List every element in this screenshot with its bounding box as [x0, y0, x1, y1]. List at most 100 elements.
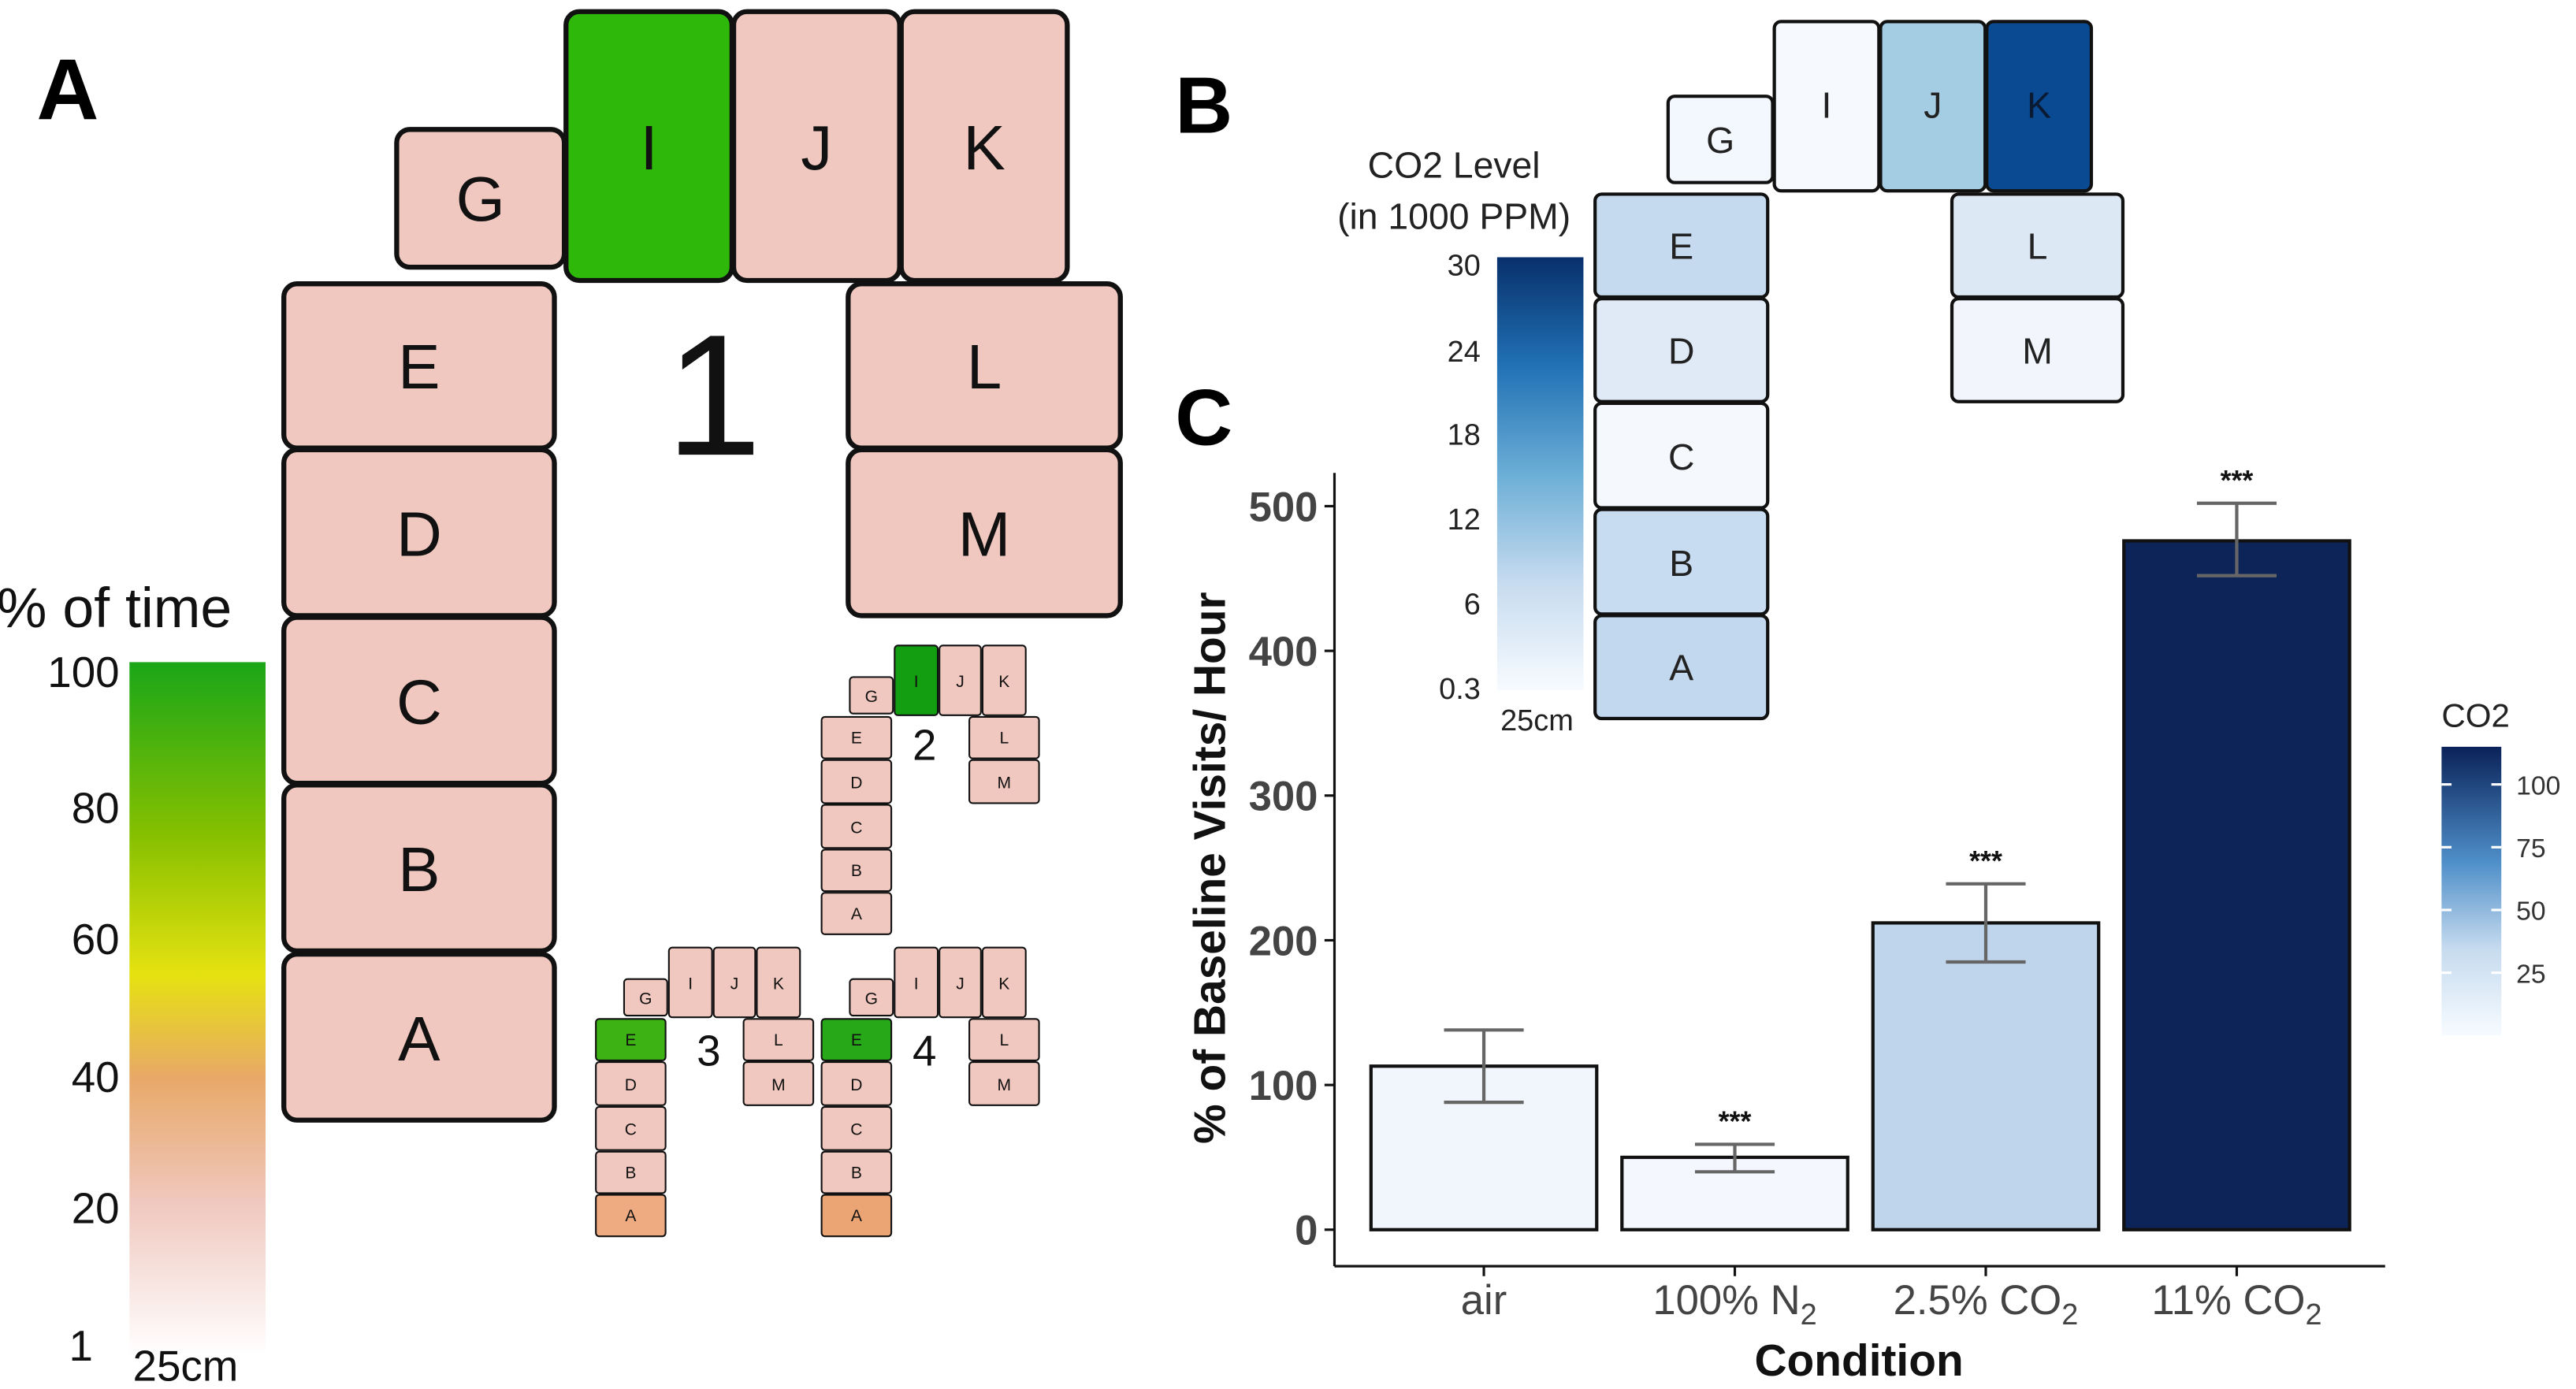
svg-text:K: K — [998, 975, 1009, 993]
maze-3-tile-c: C — [595, 1105, 667, 1151]
co2-maze-tile-b: B — [1593, 507, 1770, 616]
co2-maze-tile-a: A — [1593, 614, 1770, 721]
co2-maze-tile-k: K — [1985, 20, 2094, 193]
co2-legend-title: CO2 — [2441, 697, 2510, 734]
time-legend: % of time 100 80 60 40 20 1 25cm — [0, 577, 266, 1389]
svg-text:M: M — [998, 1076, 1012, 1094]
maze-2-tile-l: L — [968, 715, 1040, 759]
svg-text:J: J — [956, 673, 965, 691]
svg-text:C: C — [850, 819, 862, 837]
svg-text:D: D — [850, 774, 862, 793]
maze-2-tile-e: E — [820, 715, 893, 759]
svg-text:E: E — [398, 332, 440, 402]
co2-legend-tick-label: 100 — [2516, 771, 2560, 800]
co2-legend-ticks: 25 50 75 100 — [2441, 771, 2560, 989]
time-legend-tick-60: 60 — [72, 915, 120, 964]
svg-text:E: E — [1669, 226, 1693, 267]
co2-level-legend: CO2 Level (in 1000 PPM) 30 24 18 12 6 0.… — [1337, 144, 1584, 737]
maze-4-tile-k: K — [981, 946, 1027, 1019]
co2-maze-tile-g: G — [1666, 95, 1775, 184]
svg-text:C: C — [1668, 436, 1694, 477]
svg-text:K: K — [773, 975, 784, 993]
svg-text:L: L — [774, 1031, 783, 1049]
svg-text:G: G — [865, 688, 878, 706]
co2-maze: G I J K E D C B A L M — [1593, 20, 2125, 721]
y-tick-label: 300 — [1249, 774, 1318, 820]
maze-1: G I J K E D C B A L M 1 — [281, 9, 1123, 1123]
maze-1-number: 1 — [666, 299, 762, 492]
svg-text:G: G — [456, 164, 505, 234]
co2-maze-tile-m: M — [1950, 297, 2125, 403]
svg-text:I: I — [914, 673, 919, 691]
co2-legend-tick-label: 50 — [2516, 897, 2545, 927]
x-tick-label: 11% CO2 — [2151, 1277, 2321, 1331]
y-tick-label: 400 — [1249, 629, 1318, 675]
co2-maze-tile-c: C — [1593, 401, 1770, 510]
significance-label: *** — [1969, 845, 2002, 877]
svg-text:J: J — [956, 975, 965, 993]
co2-maze-tile-j: J — [1879, 20, 1987, 193]
x-tick-label: air — [1461, 1277, 1507, 1324]
svg-text:A: A — [625, 1207, 636, 1225]
maze-1-tile-a: A — [281, 951, 557, 1123]
svg-text:E: E — [851, 730, 862, 748]
bar-chart-plot: 0 100 200 300 400 500 air *** 100% N2 *** 2.5% CO2… — [1249, 465, 2385, 1331]
y-tick-label: 200 — [1249, 918, 1318, 964]
co2-maze-tile-e: E — [1593, 192, 1770, 299]
maze-2-tile-a: A — [820, 892, 893, 935]
svg-text:A: A — [851, 905, 862, 923]
maze-3-tile-i: I — [667, 946, 713, 1019]
svg-text:K: K — [963, 113, 1005, 183]
maze-4-tile-b: B — [820, 1150, 893, 1194]
svg-text:B: B — [625, 1164, 636, 1182]
svg-text:I: I — [914, 975, 919, 993]
y-axis-title: % of Baseline Visits/ Hour — [1185, 592, 1235, 1143]
svg-text:B: B — [851, 862, 862, 880]
panel-b: B CO2 Level (in 1000 PPM) 30 24 18 12 6 … — [1175, 20, 2125, 737]
maze-3-tile-k: K — [756, 946, 801, 1019]
svg-text:G: G — [865, 990, 878, 1008]
svg-text:L: L — [967, 332, 1002, 402]
maze-2-tile-b: B — [820, 849, 893, 893]
x-axis-title: Condition — [1754, 1336, 1963, 1386]
maze-4-tile-m: M — [968, 1060, 1040, 1106]
time-legend-colorbar — [129, 662, 266, 1356]
maze-2-number: 2 — [913, 721, 936, 770]
maze-4-tile-l: L — [968, 1018, 1040, 1061]
maze-3-tile-g: G — [623, 978, 668, 1017]
y-tick-label: 0 — [1295, 1208, 1318, 1254]
svg-text:M: M — [998, 774, 1012, 793]
maze-4-tile-i: I — [894, 946, 939, 1019]
svg-text:C: C — [625, 1121, 637, 1139]
maze-3-number: 3 — [697, 1026, 720, 1075]
maze-1-tile-b: B — [281, 782, 557, 954]
svg-text:J: J — [801, 113, 832, 183]
svg-text:M: M — [958, 500, 1011, 570]
maze-1-tile-e: E — [281, 281, 557, 451]
maze-1-tile-d: D — [281, 447, 557, 618]
time-legend-tick-20: 20 — [72, 1183, 120, 1232]
svg-text:D: D — [625, 1076, 637, 1094]
co2-legend-tick-label: 75 — [2516, 834, 2545, 863]
maze-4: G I J K E D C B A L M 4 — [820, 946, 1040, 1238]
time-legend-tick-100: 100 — [47, 648, 119, 696]
co2-maze-tile-i: I — [1772, 20, 1881, 193]
co2-legend-colorbar — [2441, 746, 2502, 1036]
maze-1-tile-j: J — [730, 9, 902, 284]
y-tick-label: 100 — [1249, 1063, 1318, 1109]
maze-2-tile-m: M — [968, 759, 1040, 804]
svg-text:G: G — [639, 990, 652, 1008]
maze-3-tile-e: E — [595, 1018, 667, 1061]
svg-text:D: D — [850, 1076, 862, 1094]
maze-3-tile-l: L — [742, 1018, 815, 1061]
svg-text:K: K — [998, 673, 1009, 691]
maze-1-tile-i: I — [563, 9, 735, 284]
time-legend-tick-80: 80 — [72, 784, 120, 833]
time-legend-title: % of time — [0, 577, 232, 640]
time-legend-scale-label: 25cm — [133, 1341, 239, 1389]
maze-3-tile-b: B — [595, 1150, 667, 1194]
maze-1-tile-k: K — [898, 9, 1070, 284]
co2-level-legend-colorbar — [1496, 257, 1584, 691]
maze-3-tile-j: J — [712, 946, 756, 1019]
